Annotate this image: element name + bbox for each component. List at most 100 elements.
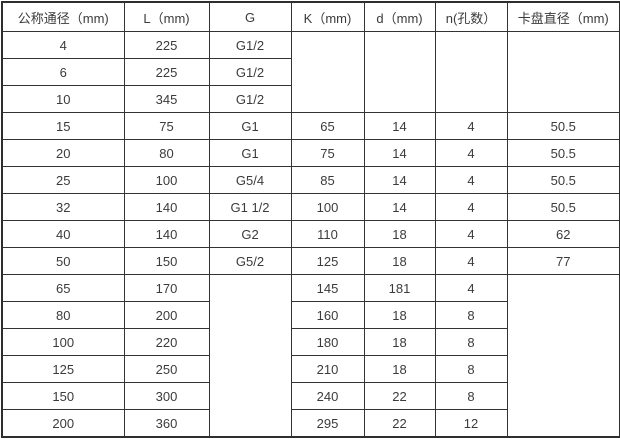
merged-empty-cell-G — [208, 274, 292, 438]
cell-nominal: 4 — [1, 31, 125, 59]
table-row: 125 250 210 18 8 — [1, 355, 620, 383]
header-L: L（mm) — [123, 1, 210, 32]
cell-n: 8 — [434, 382, 508, 410]
cell-K: 110 — [290, 220, 365, 248]
cell-n: 4 — [434, 166, 508, 194]
table-row: 20 80 G1 75 14 4 50.5 — [1, 139, 620, 167]
cell-nominal: 6 — [1, 58, 125, 86]
cell-K: 125 — [290, 247, 365, 275]
cell-G: G1 — [208, 139, 292, 167]
cell-G: G1/2 — [208, 31, 292, 59]
table-body: 4 225 G1/2 6 225 G1/2 10 345 G1/2 15 75 … — [1, 31, 620, 438]
merged-empty-cell-n — [434, 31, 508, 113]
cell-d: 14 — [363, 112, 436, 140]
cell-chuck: 62 — [506, 220, 620, 248]
table-header: 公称通径（mm) L（mm) G K（mm) d（mm) n(孔数） 卡盘直径（… — [1, 1, 620, 32]
table-row: 50 150 G5/2 125 18 4 77 — [1, 247, 620, 275]
cell-nominal: 200 — [1, 409, 125, 438]
header-chuck-diameter: 卡盘直径（mm) — [506, 1, 620, 32]
cell-n: 12 — [434, 409, 508, 438]
cell-d: 18 — [363, 301, 436, 329]
cell-G: G5/2 — [208, 247, 292, 275]
cell-L: 225 — [123, 58, 210, 86]
cell-K: 100 — [290, 193, 365, 221]
merged-empty-cell-d — [363, 31, 436, 113]
cell-d: 14 — [363, 193, 436, 221]
cell-d: 14 — [363, 139, 436, 167]
cell-K: 240 — [290, 382, 365, 410]
cell-n: 4 — [434, 247, 508, 275]
header-G: G — [208, 1, 292, 32]
cell-L: 150 — [123, 247, 210, 275]
cell-d: 18 — [363, 220, 436, 248]
cell-d: 18 — [363, 328, 436, 356]
cell-n: 8 — [434, 328, 508, 356]
cell-nominal: 80 — [1, 301, 125, 329]
cell-chuck: 77 — [506, 247, 620, 275]
cell-d: 181 — [363, 274, 436, 302]
cell-L: 140 — [123, 220, 210, 248]
cell-G: G1 — [208, 112, 292, 140]
merged-empty-cell-K — [290, 31, 365, 113]
cell-G: G2 — [208, 220, 292, 248]
cell-G: G1/2 — [208, 85, 292, 113]
table-row: 6 225 G1/2 — [1, 58, 620, 86]
cell-L: 300 — [123, 382, 210, 410]
table-row: 40 140 G2 110 18 4 62 — [1, 220, 620, 248]
cell-d: 18 — [363, 355, 436, 383]
cell-n: 4 — [434, 220, 508, 248]
cell-L: 220 — [123, 328, 210, 356]
merged-empty-cell-chuck — [506, 31, 620, 113]
cell-d: 18 — [363, 247, 436, 275]
cell-G: G1 1/2 — [208, 193, 292, 221]
cell-nominal: 100 — [1, 328, 125, 356]
table-row: 4 225 G1/2 — [1, 31, 620, 113]
cell-K: 295 — [290, 409, 365, 438]
cell-K: 65 — [290, 112, 365, 140]
table-row: 32 140 G1 1/2 100 14 4 50.5 — [1, 193, 620, 221]
cell-n: 4 — [434, 112, 508, 140]
cell-K: 85 — [290, 166, 365, 194]
header-row: 公称通径（mm) L（mm) G K（mm) d（mm) n(孔数） 卡盘直径（… — [1, 1, 620, 32]
cell-d: 14 — [363, 166, 436, 194]
cell-K: 160 — [290, 301, 365, 329]
table-row: 80 200 160 18 8 — [1, 301, 620, 329]
cell-n: 8 — [434, 355, 508, 383]
cell-chuck: 50.5 — [506, 139, 620, 167]
header-K: K（mm) — [290, 1, 365, 32]
cell-G: G5/4 — [208, 166, 292, 194]
cell-L: 80 — [123, 139, 210, 167]
merged-empty-cell-chuck — [506, 274, 620, 438]
cell-L: 170 — [123, 274, 210, 302]
cell-nominal: 150 — [1, 382, 125, 410]
cell-G: G1/2 — [208, 58, 292, 86]
cell-L: 345 — [123, 85, 210, 113]
cell-nominal: 50 — [1, 247, 125, 275]
cell-L: 100 — [123, 166, 210, 194]
cell-nominal: 32 — [1, 193, 125, 221]
cell-nominal: 10 — [1, 85, 125, 113]
cell-L: 360 — [123, 409, 210, 438]
cell-n: 4 — [434, 274, 508, 302]
cell-n: 4 — [434, 193, 508, 221]
cell-nominal: 125 — [1, 355, 125, 383]
cell-chuck: 50.5 — [506, 193, 620, 221]
cell-nominal: 65 — [1, 274, 125, 302]
cell-L: 200 — [123, 301, 210, 329]
cell-chuck: 50.5 — [506, 166, 620, 194]
cell-nominal: 25 — [1, 166, 125, 194]
header-nominal-diameter: 公称通径（mm) — [1, 1, 125, 32]
cell-n: 4 — [434, 139, 508, 167]
cell-K: 145 — [290, 274, 365, 302]
cell-L: 250 — [123, 355, 210, 383]
cell-chuck: 50.5 — [506, 112, 620, 140]
cell-nominal: 20 — [1, 139, 125, 167]
cell-n: 8 — [434, 301, 508, 329]
cell-d: 22 — [363, 409, 436, 438]
table-row: 25 100 G5/4 85 14 4 50.5 — [1, 166, 620, 194]
table-row: 15 75 G1 65 14 4 50.5 — [1, 112, 620, 140]
table-row: 150 300 240 22 8 — [1, 382, 620, 410]
cell-L: 140 — [123, 193, 210, 221]
cell-L: 75 — [123, 112, 210, 140]
